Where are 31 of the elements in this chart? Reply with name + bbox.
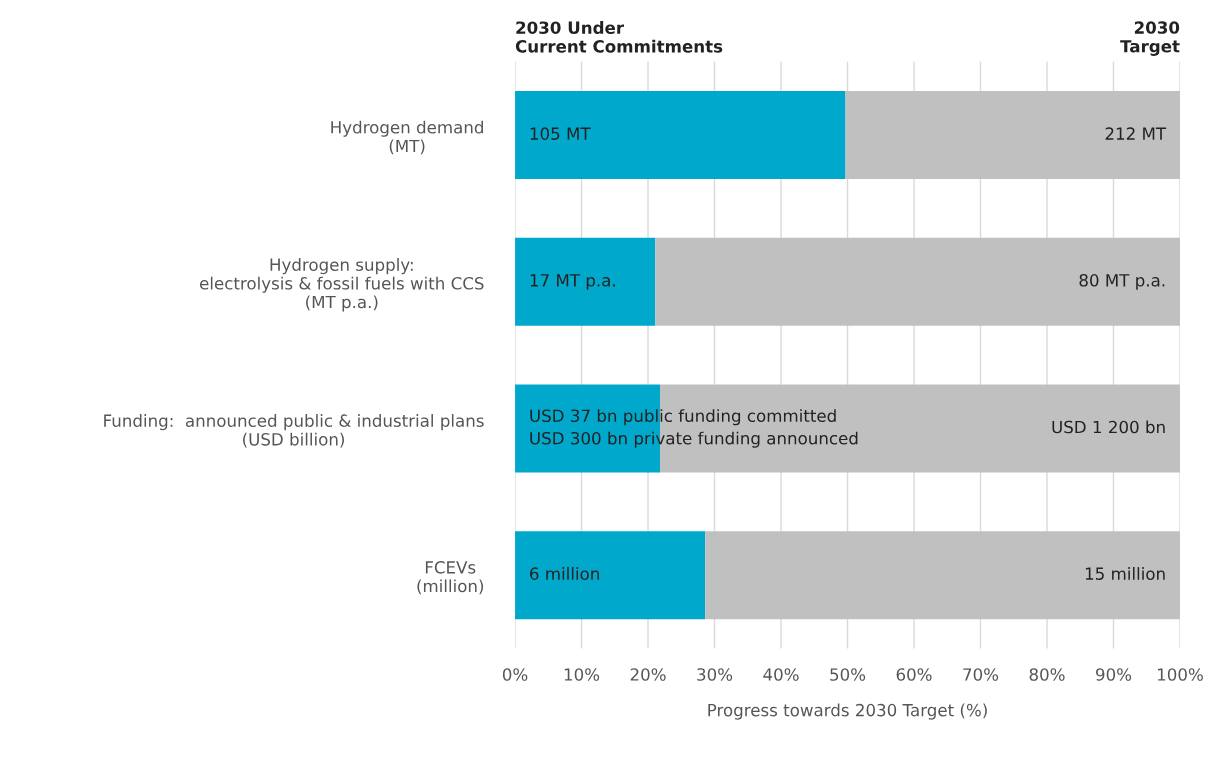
annotation: 212 MT	[1105, 127, 1167, 140]
x-tick-label: 100%	[1157, 668, 1203, 681]
annotation: 105 MT	[530, 127, 591, 140]
x-tick-label: 70%	[963, 668, 999, 681]
x-tick-label: 60%	[896, 668, 932, 681]
text: 2030 Under Current Commitments	[515, 21, 723, 53]
x-tick-label: 10%	[564, 668, 600, 681]
annotation: 6 million	[530, 567, 599, 580]
x-tick-label: 50%	[830, 668, 866, 681]
annotation: 80 MT p.a.	[1079, 274, 1165, 290]
annotation: 15 million	[1085, 567, 1165, 580]
bar	[655, 237, 1180, 326]
x-tick-label: 80%	[1029, 668, 1065, 681]
x-tick-label: 40%	[763, 668, 799, 681]
bar	[515, 91, 846, 180]
x-tick-label: 30%	[697, 668, 733, 681]
x-tick-label: 90%	[1096, 668, 1132, 681]
bar	[705, 531, 1180, 620]
text: 2030 Target	[1120, 21, 1180, 56]
y-tick-label: Hydrogen supply: electrolysis & fossil fuels with CCS (MT p.a.)	[200, 258, 484, 312]
bar	[845, 91, 1180, 180]
bar	[515, 237, 656, 326]
y-tick-label: Funding: announced public & industrial plans (USD billion)	[104, 414, 484, 448]
bar	[515, 531, 706, 620]
y-tick-label: FCEVs (million)	[417, 561, 484, 595]
y-tick-label: Hydrogen demand (MT)	[331, 120, 483, 155]
annotation: 17 MT p.a.	[530, 274, 615, 290]
x-tick-label: 0%	[502, 668, 528, 681]
annotation: USD 1 200 bn	[1052, 420, 1165, 434]
x-tick-label: 20%	[630, 668, 666, 681]
x-axis-title: Progress towards 2030 Target (%)	[708, 703, 987, 720]
